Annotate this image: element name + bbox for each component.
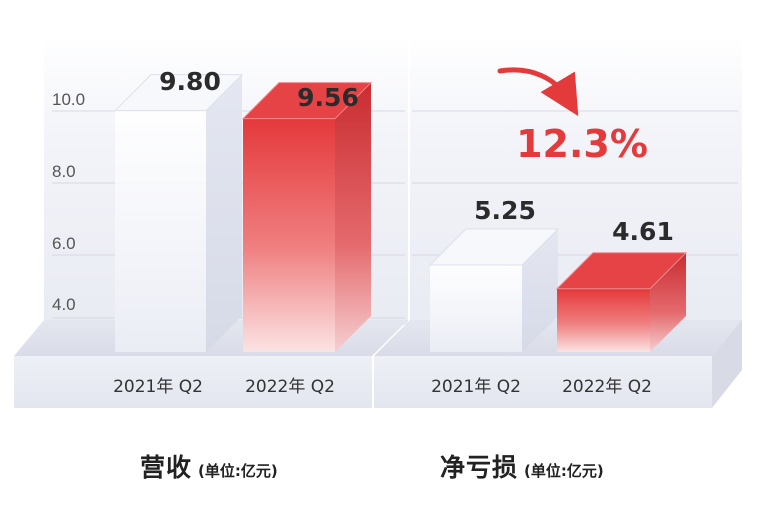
category-label: 2022年 Q2 bbox=[562, 377, 652, 397]
bar-2021-q2 bbox=[428, 228, 560, 352]
value-label: 9.80 bbox=[159, 67, 221, 96]
bar-side-face bbox=[335, 82, 371, 353]
unit-label: (单位:亿元) bbox=[524, 462, 604, 480]
chart-title: 营收 bbox=[140, 453, 193, 482]
bar-2022-q2 bbox=[555, 252, 688, 352]
base-right bbox=[374, 356, 712, 408]
y-axis: 10.0 8.0 6.0 4.0 bbox=[52, 90, 85, 314]
revenue-caption: 营收 (单位:亿元) bbox=[140, 448, 278, 484]
decline-arrow-icon bbox=[497, 67, 579, 117]
bar-side-face bbox=[522, 229, 558, 352]
bar-top-face bbox=[113, 74, 244, 112]
bar-top-face bbox=[555, 252, 688, 290]
bar-front-face bbox=[430, 265, 522, 352]
bar-front-face bbox=[557, 288, 650, 352]
base-left bbox=[14, 356, 372, 408]
chart-title: 净亏损 bbox=[440, 453, 519, 482]
bar-top-face bbox=[428, 228, 560, 266]
bar-side-face bbox=[650, 252, 686, 352]
unit-label: (单位:亿元) bbox=[198, 462, 278, 480]
value-label: 4.61 bbox=[612, 217, 674, 246]
bar-side-face bbox=[206, 74, 242, 353]
y-tick-label: 10.0 bbox=[52, 90, 85, 109]
net-loss-caption: 净亏损 (单位:亿元) bbox=[440, 448, 604, 484]
bar-2022-q2 bbox=[241, 82, 373, 353]
category-label: 2021年 Q2 bbox=[113, 377, 203, 397]
base-right-side bbox=[712, 320, 742, 408]
bar-2021-q2 bbox=[113, 74, 244, 353]
category-label: 2021年 Q2 bbox=[431, 377, 521, 397]
decline-annotation: 12.3% bbox=[516, 122, 648, 166]
value-label: 5.25 bbox=[474, 196, 536, 225]
y-tick-label: 6.0 bbox=[52, 234, 76, 253]
bar-top-face bbox=[241, 82, 373, 120]
category-label: 2022年 Q2 bbox=[245, 377, 335, 397]
y-tick-label: 4.0 bbox=[52, 295, 76, 314]
y-tick-label: 8.0 bbox=[52, 162, 76, 181]
value-label: 9.56 bbox=[297, 83, 359, 112]
bar-front-face bbox=[115, 110, 206, 353]
bar-front-face bbox=[243, 118, 335, 353]
